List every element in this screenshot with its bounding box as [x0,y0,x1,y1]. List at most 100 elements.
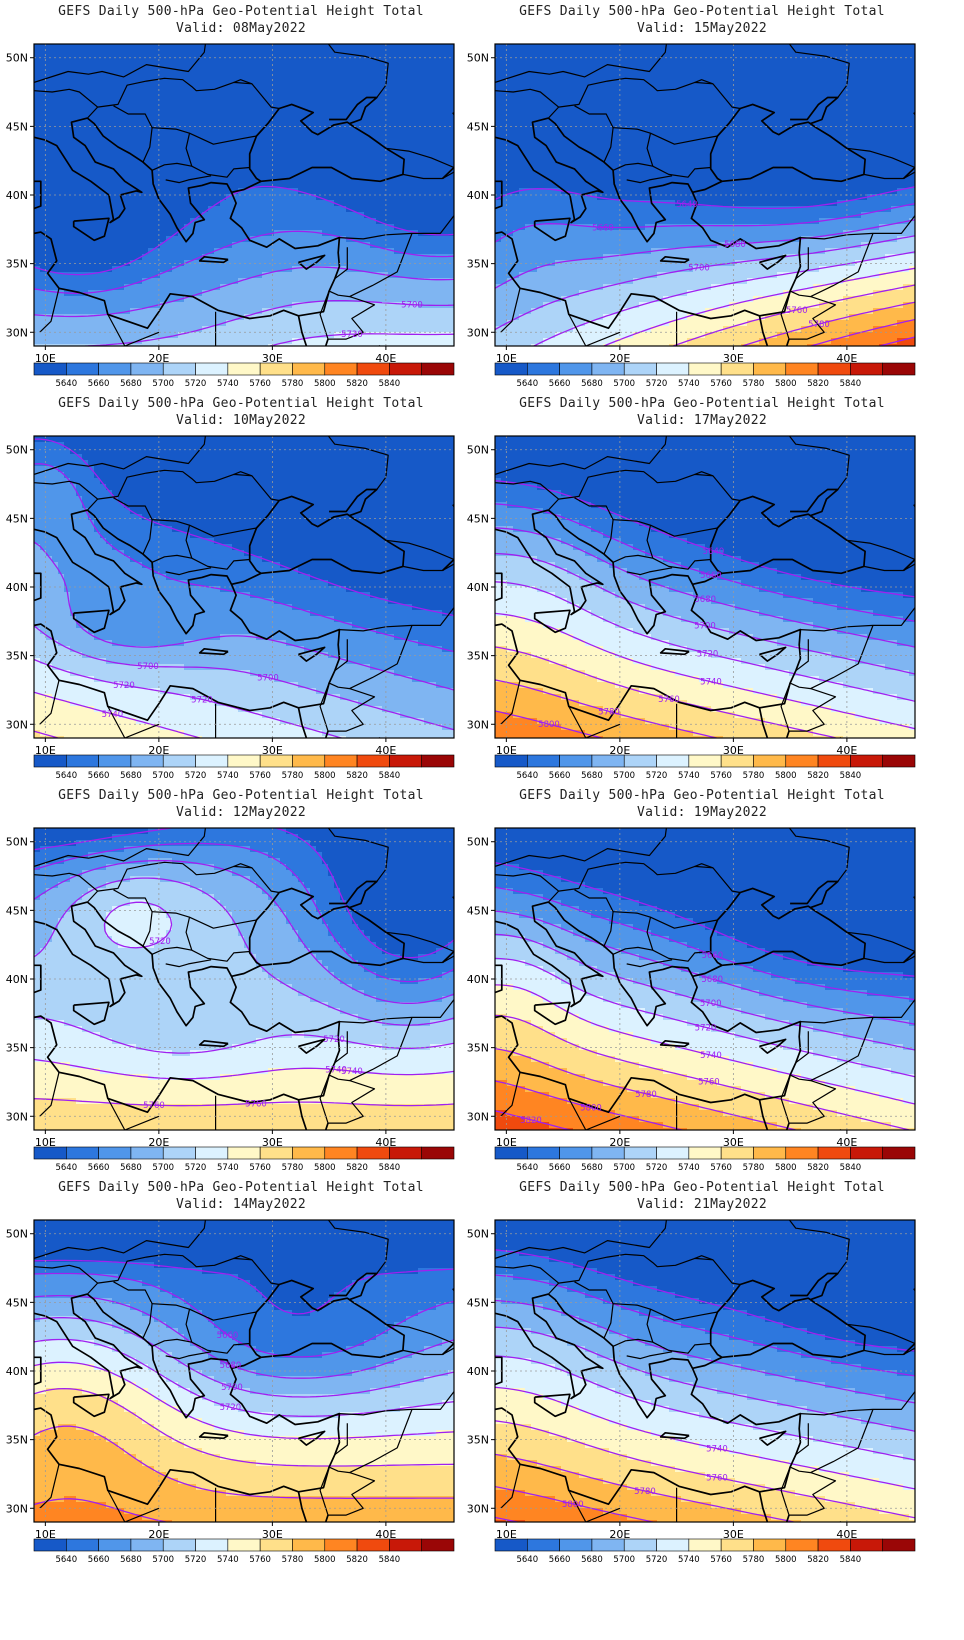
axis-labels: 10E 20E 30E 40E 50N 45N 40N 35N 30N [6,1228,397,1541]
colorbar-swatch [559,754,593,768]
panel-valid-date: Valid: 21May2022 [461,1197,943,1213]
contour-5680 [495,527,915,648]
contour-label: 5700 [694,622,716,632]
contour-5660 [34,230,454,294]
graticule [34,828,454,1130]
map-panel: GEFS Daily 500-hPa Geo-Potential Height … [461,392,943,802]
colorbar-label: 5640 [55,1163,77,1173]
contour-5680 [34,541,454,691]
lat-tick-label: 50N [467,1228,489,1241]
contour-5740 [495,1386,915,1490]
colorbar-label: 5840 [379,1555,401,1565]
height-map: 5640 5660 5680 5700 5720 5740 5760 5780 5800 10E 2… [467,435,916,781]
colorbar-swatch [753,754,787,768]
colorbar-swatch [494,1146,528,1160]
colorbar-label: 5700 [152,1163,174,1173]
lat-tick-label: 35N [6,258,28,271]
colorbar-swatch [527,362,560,376]
colorbar-label: 5660 [88,1163,110,1173]
colorbar-swatch [389,754,422,768]
contour-label: 5740 [325,1066,347,1076]
colorbar: 5640 5660 5680 5700 5720 5740 5760 5780 5800 5820… [494,754,916,781]
colorbar-swatch [720,1538,754,1552]
colorbar-label: 5780 [282,771,304,781]
colorbar-label: 5720 [646,1163,668,1173]
colorbar-swatch [559,1146,593,1160]
panel-title: GEFS Daily 500-hPa Geo-Potential Height … [461,788,943,804]
contour-label: 5720 [341,330,363,340]
lat-tick-label: 40N [6,581,28,594]
contour-label: 5800 [562,1500,584,1510]
colorbar-swatch [785,1146,819,1160]
height-map: 5660 5680 5700 5720 10E 20E 30E 40E 50N 45N 40N 35N… [6,1219,455,1565]
contour-5720 [34,1338,454,1417]
colorbar-label: 5660 [88,771,110,781]
colorbar-label: 5740 [678,379,700,389]
lat-tick-label: 50N [467,444,489,457]
colorbar-label: 5840 [840,1163,862,1173]
panel-title: GEFS Daily 500-hPa Geo-Potential Height … [461,1180,943,1196]
contour-label: 5820 [520,1116,542,1126]
lon-tick-label: 20E [609,744,630,757]
colorbar: 5640 5660 5680 5700 5720 5740 5760 5780 5800 5820… [33,362,455,389]
colorbar-label: 5740 [678,771,700,781]
colorbar-label: 5700 [152,771,174,781]
colorbar-swatch [324,754,358,768]
contour-label: 5680 [694,595,716,605]
lat-tick-label: 30N [467,718,489,731]
colorbar-swatch [753,1146,787,1160]
map-panel: GEFS Daily 500-hPa Geo-Potential Height … [461,1176,943,1586]
contour-5800 [495,710,602,738]
map-panel: GEFS Daily 500-hPa Geo-Potential Height … [0,0,482,410]
colorbar-label: 5640 [55,379,77,389]
colorbar-label: 5660 [549,1163,571,1173]
lon-tick-label: 10E [496,744,517,757]
contour-label: 5780 [634,1487,656,1497]
panel-valid-date: Valid: 12May2022 [0,805,482,821]
colorbar-swatch [130,1538,164,1552]
colorbar-swatch [162,1146,196,1160]
contour-5680 [495,219,915,289]
contour-label: 5740 [706,1445,728,1455]
colorbar-label: 5800 [775,1555,797,1565]
shaded-field [34,1220,454,1522]
lon-tick-label: 20E [148,744,169,757]
colorbar-label: 5780 [282,379,304,389]
lat-tick-label: 35N [6,1042,28,1055]
coastlines [495,828,915,1130]
shaded-field [495,44,915,346]
contour-5760 [34,730,59,738]
map-panel: GEFS Daily 500-hPa Geo-Potential Height … [461,0,943,410]
lon-tick-label: 40E [836,352,857,365]
colorbar: 5640 5660 5680 5700 5720 5740 5760 5780 5800 5820… [494,362,916,389]
contour-label: 5660 [700,571,722,581]
contour-5700 [34,625,454,731]
colorbar-swatch [656,362,690,376]
colorbar-label: 5680 [581,1555,603,1565]
contour-label: 5780 [598,707,620,717]
colorbar-label: 5720 [646,1555,668,1565]
colorbar-swatch [292,754,326,768]
contour-5700 [495,552,915,675]
contour-5640 [34,1259,454,1315]
colorbar-swatch [227,754,261,768]
colorbar: 5640 5660 5680 5700 5720 5740 5760 5780 5800 5820… [494,1146,916,1173]
colorbar-swatch [527,1146,560,1160]
lat-tick-label: 35N [467,650,489,663]
colorbar-label: 5660 [88,1555,110,1565]
colorbar-label: 5760 [710,771,732,781]
contour-5640 [34,828,454,959]
colorbar-label: 5800 [314,1555,336,1565]
axis-labels: 10E 20E 30E 40E 50N 45N 40N 35N 30N [467,444,858,757]
contour-5760 [672,284,915,346]
contour-label: 5800 [580,1104,602,1114]
contour-5740 [603,267,915,346]
colorbar-swatch [195,1146,229,1160]
colorbar-swatch [527,1538,560,1552]
contour-label: 5740 [341,1067,363,1077]
lat-tick-label: 45N [467,904,489,917]
colorbar-swatch [882,754,916,768]
colorbar-swatch [66,1538,99,1552]
colorbar-label: 5800 [314,771,336,781]
colorbar-swatch [850,754,883,768]
